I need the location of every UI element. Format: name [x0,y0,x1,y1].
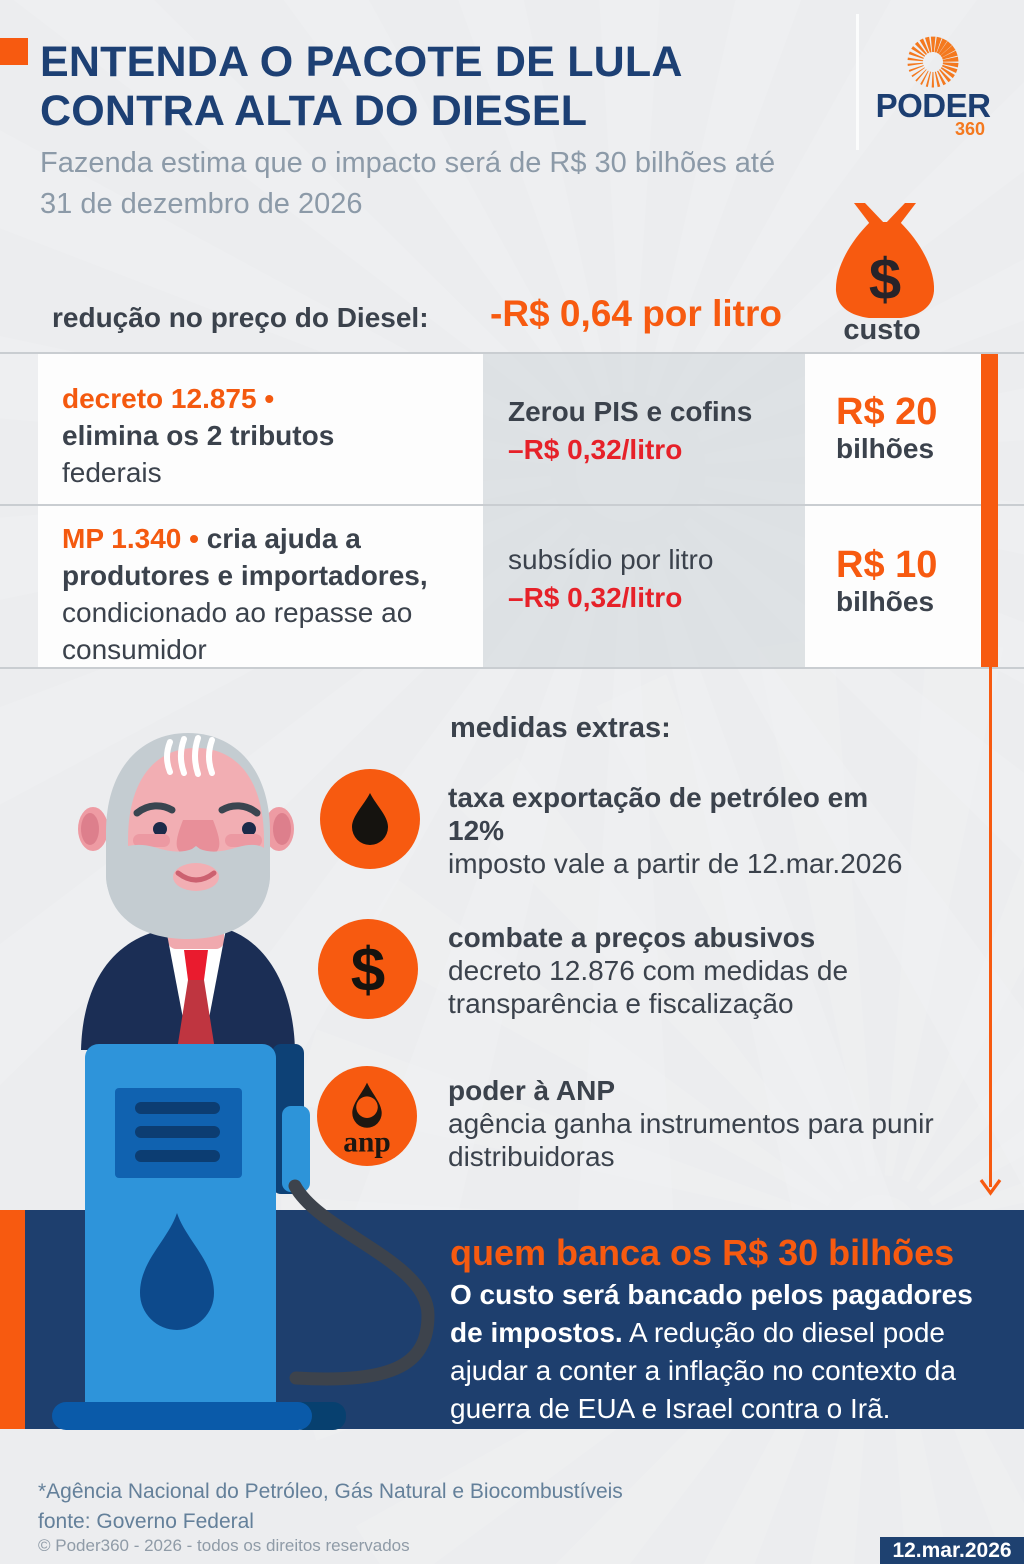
lula-smile [175,870,217,883]
page-subtitle: Fazenda estima que o impacto será de R$ … [40,147,776,220]
logo-divider [856,14,859,150]
extra-item-anp-power: poder à ANP agência ganha instrumentos p… [448,1074,988,1173]
extra-item-export-tax: taxa exportação de petróleo em 12% impos… [448,781,903,880]
table-column-costs-bg [805,354,981,667]
lula-cheek-left [133,834,170,847]
banner-body-rest: A redução do diesel pode ajudar a conter… [450,1317,956,1424]
table-row1-effect: Zerou PIS e cofins –R$ 0,32/litro [508,393,798,469]
extra-measures-heading: medidas extras: [450,712,671,744]
pump-base [52,1402,312,1430]
row1-cost-unit: bilhões [836,433,935,464]
row2-effect-regular: subsídio por litro [508,544,714,575]
pump-hose [288,1179,435,1386]
dollar-symbol: $ [351,936,385,1005]
cost-accent-bar [981,354,998,667]
lula-suit-right [203,929,295,1050]
row1-effect-bold: Zerou PIS e cofins [508,396,753,427]
anp-label: anp [343,1126,390,1158]
table-row-divider [0,504,1024,506]
lula-nose [176,820,220,853]
row2-mp-ref: MP 1.340 • [62,523,199,554]
lula-eyebrow-left [133,802,176,817]
row1-measure-rest: federais [62,457,162,488]
cost-arrow-line [989,667,992,1187]
table-row1-cost: R$ 20 bilhões [836,391,986,465]
row1-measure-bold: elimina os 2 tributos [62,420,335,451]
cost-label: custo [843,314,921,346]
extra3-rest: agência ganha instrumentos para punir di… [448,1108,934,1172]
logo-wordmark: PODER [875,87,991,124]
page-title: ENTENDA O PACOTE DE LULA CONTRA ALTA DO … [40,38,760,136]
lula-tie [177,980,215,1050]
anp-icon: anp [317,1066,417,1166]
banner-body: O custo será bancado pelos pagadores de … [450,1276,983,1428]
accent-corner-square [0,38,28,65]
logo-360: 360 [954,119,985,139]
lula-gas-pump-illustration [52,733,435,1430]
row2-effect-delta: –R$ 0,32/litro [508,582,683,613]
pump-nozzle-holder [282,1106,310,1192]
money-bag-icon: $ [830,198,935,323]
footnote-source: fonte: Governo Federal [38,1510,254,1533]
table-column-effects-bg [483,354,805,667]
footnotes: *Agência Nacional do Petróleo, Gás Natur… [38,1477,623,1537]
money-bag-dollar: $ [869,247,901,312]
row2-cost-unit: bilhões [836,586,935,617]
lula-beard [106,844,270,939]
date-badge: 12.mar.2026 [880,1537,1024,1564]
reduction-per-liter-value: -R$ 0,64 por litro [490,293,782,334]
dollar-icon: $ [318,919,418,1019]
extra2-bold: combate a preços abusivos [448,922,816,953]
table-row2-measure: MP 1.340 • cria ajuda a produtores e imp… [62,520,472,668]
table-bottom-border [0,667,1024,669]
diesel-reduction-label: redução no preço do Diesel: [52,302,429,333]
lula-tie-knot [184,950,208,980]
copyright: © Poder360 - 2026 - todos os direitos re… [38,1536,410,1555]
banner-heading: quem banca os R$ 30 bilhões [450,1232,955,1273]
table-column-measures-bg [38,354,483,667]
row2-measure-bold: cria ajuda a produtores e importadores, [62,523,428,591]
lula-mouth [173,863,219,891]
lula-hair-strands [164,735,215,777]
row2-measure-rest: condicionado ao repasse ao consumidor [62,597,413,665]
table-row2-cost: R$ 10 bilhões [836,544,986,618]
title-line-1: ENTENDA O PACOTE DE LULA [40,38,683,86]
table-top-border [0,352,1024,354]
pump-screen-lines [135,1102,220,1162]
row1-effect-delta: –R$ 0,32/litro [508,434,683,465]
row2-cost-value: R$ 10 [836,544,938,586]
extra1-rest: imposto vale a partir de 12.mar.2026 [448,848,903,879]
footnote-anp: *Agência Nacional do Petróleo, Gás Natur… [38,1480,623,1503]
row1-cost-value: R$ 20 [836,391,938,433]
banner-accent-strip [0,1210,25,1429]
extra-item-abusive-prices: combate a preços abusivos decreto 12.876… [448,921,938,1020]
extra1-bold: taxa exportação de petróleo em 12% [448,782,869,846]
table-row2-effect: subsídio por litro –R$ 0,32/litro [508,541,798,617]
lula-eye-right [242,822,256,836]
extra2-rest: decreto 12.876 com medidas de transparên… [448,955,849,1019]
oil-drop-icon [320,769,420,869]
table-row1-measure: decreto 12.875 • elimina os 2 tributos f… [62,380,472,491]
lula-cheek-right [225,834,262,847]
pump-drop-emblem [140,1213,214,1330]
banner-body-bold: O custo será bancado pelos pagadores de … [450,1279,973,1348]
lula-eye-left [153,822,167,836]
extra3-bold: poder à ANP [448,1075,615,1106]
row1-decree-ref: decreto 12.875 • [62,383,275,414]
cost-arrow-head [979,1179,1002,1196]
lula-suit-left [81,929,189,1050]
poder360-sunburst-icon [907,36,959,88]
lula-eyebrow-right [218,802,261,817]
title-line-2: CONTRA ALTA DO DIESEL [40,87,588,135]
poder360-logo: PODER 360 [868,34,998,139]
